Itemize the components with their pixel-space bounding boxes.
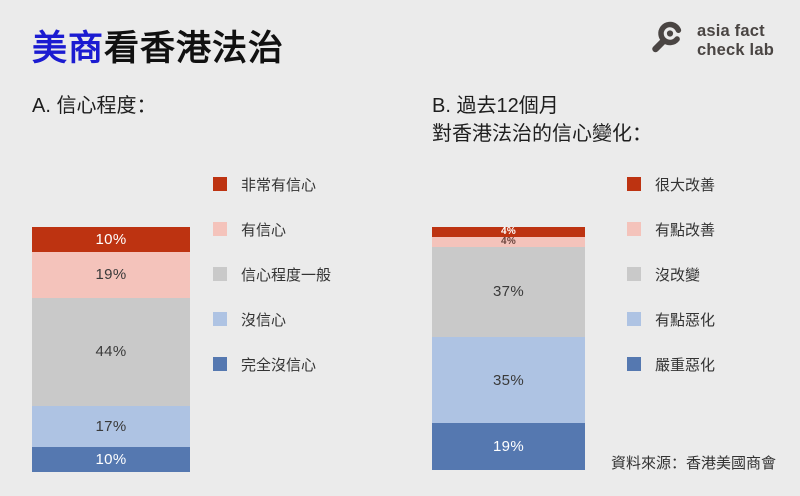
brand-logo: asia fact check lab — [648, 18, 774, 63]
chart-a-heading: A. 信心程度： — [32, 92, 156, 120]
legend-swatch — [213, 357, 227, 371]
legend-swatch — [627, 222, 641, 236]
legend-label: 非常有信心 — [241, 176, 317, 194]
legend-swatch — [213, 267, 227, 281]
bar-B: 4% 4% 37% 35% 19% — [432, 227, 585, 470]
legend-item-B-4: 有點惡化 — [627, 311, 716, 329]
brand-logo-line1: asia fact — [696, 22, 765, 41]
bar-segment-B-1: 4% — [432, 227, 585, 237]
legend-swatch — [627, 312, 641, 326]
page-title-highlight: 美商 — [32, 29, 105, 68]
legend-swatch — [213, 222, 227, 236]
bar-segment-A-4: 17% — [32, 405, 190, 448]
bar-segment-A-1: 10% — [32, 227, 190, 252]
legend-label: 沒信心 — [241, 311, 287, 329]
legend-label: 有信心 — [241, 221, 287, 239]
legend-label: 信心程度一般 — [241, 266, 332, 284]
legend-swatch — [627, 177, 641, 191]
legend-swatch — [627, 267, 641, 281]
legend-label: 嚴重惡化 — [655, 356, 716, 374]
bar-segment-A-3: 44% — [32, 298, 190, 406]
chart-b-heading-line2: 對香港法治的信心變化： — [432, 123, 652, 145]
page-title: 美商看香港法治 — [32, 20, 284, 71]
legend-item-A-1: 非常有信心 — [213, 176, 331, 194]
legend-item-A-5: 完全沒信心 — [213, 356, 331, 374]
legend-label: 很大改善 — [655, 176, 716, 194]
magnifier-icon — [648, 18, 688, 63]
chart-b-heading: B. 過去12個月 對香港法治的信心變化： — [432, 92, 652, 148]
legend-item-A-4: 沒信心 — [213, 311, 331, 329]
bar-segment-A-5: 10% — [32, 447, 190, 472]
brand-logo-line2: check lab — [696, 40, 774, 59]
source-note: 資料來源：香港美國商會 — [610, 455, 776, 472]
legend-item-A-2: 有信心 — [213, 221, 331, 239]
legend-label: 有點惡化 — [655, 311, 716, 329]
legend-swatch — [627, 357, 641, 371]
page-title-rest: 看香港法治 — [104, 29, 285, 68]
bar-A: 10% 19% 44% 17% 10% — [32, 227, 190, 472]
legend-item-B-3: 沒改變 — [627, 266, 715, 284]
chart-a-heading-line1: A. 信心程度： — [32, 95, 157, 117]
legend-swatch — [213, 312, 227, 326]
bar-segment-A-2: 19% — [32, 251, 190, 299]
bar-segment-B-5: 19% — [432, 422, 585, 470]
legend-A: 非常有信心有信心信心程度一般 沒信心完全沒信心 — [213, 176, 332, 374]
bar-segment-B-2: 4% — [432, 236, 585, 247]
legend-item-A-3: 信心程度一般 — [213, 266, 332, 284]
legend-item-B-5: 嚴重惡化 — [627, 356, 716, 374]
legend-B: 很大改善有點改善沒改變有點惡化嚴重惡化 — [627, 176, 716, 374]
legend-label: 有點改善 — [655, 221, 716, 239]
legend-label: 完全沒信心 — [241, 356, 317, 374]
legend-item-B-1: 很大改善 — [627, 176, 716, 194]
bar-segment-B-3: 37% — [432, 246, 585, 338]
legend-label: 沒改變 — [655, 266, 701, 284]
legend-swatch — [213, 177, 227, 191]
legend-item-B-2: 有點改善 — [627, 221, 716, 239]
chart-b-heading-line1: B. 過去12個月 — [432, 95, 559, 117]
brand-logo-text: asia fact check lab — [697, 22, 774, 59]
bar-segment-B-4: 35% — [432, 337, 585, 423]
